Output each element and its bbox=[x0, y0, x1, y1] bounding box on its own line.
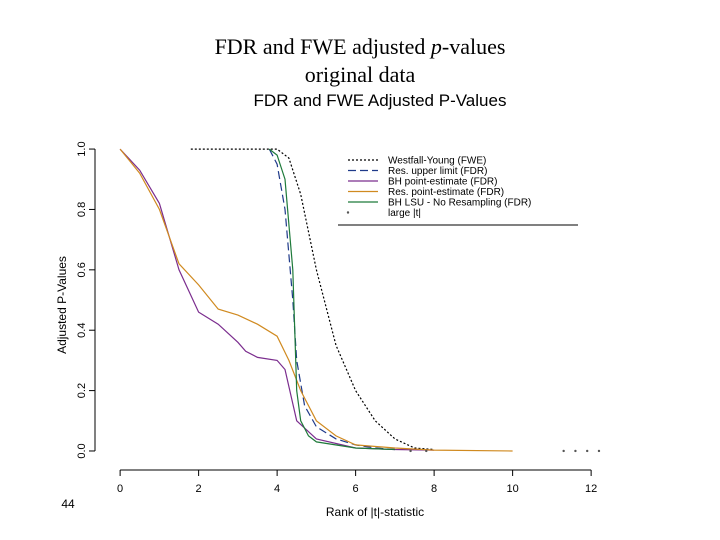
slide-subtitle: original data bbox=[304, 62, 416, 87]
x-tick-label: 6 bbox=[353, 483, 359, 495]
x-tick-label: 0 bbox=[117, 483, 123, 495]
legend-label: BH point-estimate (FDR) bbox=[388, 177, 497, 188]
y-tick-label: 0.6 bbox=[76, 262, 88, 277]
point bbox=[562, 449, 565, 453]
y-tick-label: 1.0 bbox=[76, 141, 88, 156]
y-tick-label: 0.4 bbox=[76, 323, 88, 338]
x-tick-label: 4 bbox=[274, 483, 280, 495]
x-tick-label: 12 bbox=[585, 483, 597, 495]
legend-label: Res. upper limit (FDR) bbox=[388, 166, 487, 177]
legend-label: BH LSU - No Resampling (FDR) bbox=[388, 198, 531, 209]
legend-label: large |t| bbox=[388, 208, 421, 219]
y-tick-label: 0.8 bbox=[76, 202, 88, 217]
point bbox=[597, 449, 601, 453]
slide-number: 44 bbox=[61, 497, 75, 511]
title-part: -values bbox=[441, 34, 506, 59]
x-tick-label: 8 bbox=[431, 483, 437, 495]
slide-title: FDR and FWE adjusted p-values bbox=[0, 34, 720, 60]
point bbox=[409, 449, 412, 453]
title-part: p bbox=[430, 34, 442, 59]
legend-label: Westfall-Young (FWE) bbox=[388, 156, 486, 167]
legend-swatch bbox=[346, 211, 350, 214]
title-part: FDR and FWE adjusted bbox=[214, 34, 431, 59]
y-tick-label: 0.2 bbox=[76, 383, 88, 398]
series-line bbox=[119, 148, 513, 452]
x-axis-label: Rank of |t|-statistic bbox=[326, 505, 424, 519]
series-line bbox=[119, 148, 435, 451]
y-tick-label: 0.0 bbox=[76, 443, 88, 458]
series-line bbox=[190, 148, 435, 451]
chart-title: FDR and FWE Adjusted P-Values bbox=[254, 91, 507, 110]
x-tick-label: 10 bbox=[506, 483, 518, 495]
point bbox=[585, 449, 589, 453]
x-tick-label: 2 bbox=[196, 483, 202, 495]
point bbox=[425, 449, 428, 453]
series-line bbox=[268, 148, 395, 451]
point bbox=[574, 449, 577, 453]
legend-label: Res. point-estimate (FDR) bbox=[388, 187, 504, 198]
y-axis-label: Adjusted P-Values bbox=[55, 256, 69, 354]
series-line bbox=[268, 148, 395, 451]
